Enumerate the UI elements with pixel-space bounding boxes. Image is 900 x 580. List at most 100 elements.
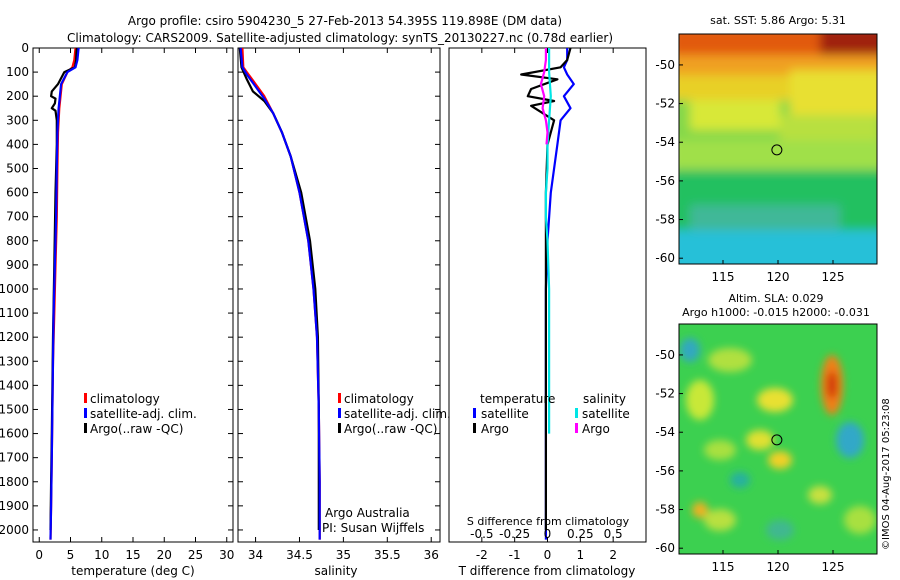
x-tick-label: 2 [609, 548, 617, 562]
temperature-x-ticks: 0 5 10 15 20 25 30 [35, 48, 234, 562]
map-x-tick-label: 120 [767, 560, 790, 574]
difference-series [520, 47, 575, 540]
x-tick-label: 5 [67, 548, 75, 562]
salinity-x-ticks: 34 34.5 35 35.5 36 [248, 48, 439, 562]
x-tick-label: -2 [476, 548, 488, 562]
difference-panel: -2 -1 0 1 2 S difference from climatology -0… [448, 47, 647, 578]
y-tick-label: 500 [6, 161, 29, 175]
legend-label-argo: Argo(..raw -QC) [344, 422, 437, 436]
map-y-tick-label: -52 [655, 97, 675, 111]
header-line1: Argo profile: csiro 5904230_5 27-Feb-201… [128, 14, 562, 28]
map-y-tick-label: -54 [655, 135, 675, 149]
imos-credit: ©IMOS 04-Aug-2017 05:23:08 [881, 398, 892, 550]
y-tick-label: 1700 [0, 451, 29, 465]
top-x-tick-label: 0 [544, 527, 552, 541]
y-tick-label: 600 [6, 186, 29, 200]
sst-argo-position-marker [771, 144, 783, 156]
legend-title-salinity: salinity [583, 392, 626, 406]
legend-label-climatology: climatology [344, 392, 414, 406]
series-line-salinity-satellite [544, 48, 552, 434]
top-x-tick-label: 0.25 [567, 527, 594, 541]
difference-top-x-ticks: -0.5 -0.25 0 0.25 0.5 [470, 527, 623, 541]
y-tick-label: 0 [21, 41, 29, 55]
x-tick-label: 34.5 [286, 548, 313, 562]
map-x-tick-label: 125 [822, 270, 845, 284]
x-tick-label: 0 [35, 548, 43, 562]
legend-swatch-sal-satellite [575, 408, 578, 418]
salinity-axes-frame [237, 47, 441, 543]
map-y-tick-label: -50 [655, 58, 675, 72]
map-x-tick-label: 125 [822, 560, 845, 574]
y-tick-label: 1800 [0, 475, 29, 489]
y-tick-label: 800 [6, 234, 29, 248]
salinity-series [238, 47, 321, 540]
y-tick-label: 200 [6, 89, 29, 103]
sla-map-subtitle: Argo h1000: -0.015 h2000: -0.031 [682, 306, 870, 319]
sst-map-ticks: 115 120 125 -50 -52 -54 -56 -58 -60 [655, 58, 844, 284]
series-line-satellite-adj-clim- [49, 47, 80, 540]
x-tick-label: -1 [509, 548, 521, 562]
map-y-tick-label: -54 [655, 425, 675, 439]
salinity-x-label: salinity [314, 564, 357, 578]
map-y-tick-label: -56 [655, 464, 675, 478]
legend-swatch-satellite [84, 408, 87, 418]
difference-x-ticks: -2 -1 0 1 2 [476, 48, 617, 562]
y-tick-label: 1900 [0, 499, 29, 513]
y-tick-label: 100 [6, 65, 29, 79]
x-tick-label: 25 [188, 548, 203, 562]
legend-title-temperature: temperature [480, 392, 555, 406]
y-tick-label: 300 [6, 113, 29, 127]
series-line-argo-raw-qc- [238, 47, 320, 530]
y-tick-label: 1200 [0, 330, 29, 344]
map-y-tick-label: -52 [655, 387, 675, 401]
legend-swatch-temp-satellite [473, 408, 476, 418]
map-x-tick-label: 115 [712, 560, 735, 574]
legend-label-sal-satellite: satellite [582, 407, 630, 421]
legend-label-temp-argo: Argo [481, 422, 509, 436]
legend-swatch-temp-argo [473, 423, 476, 433]
salinity-legend: climatology satellite-adj. clim. Argo(..… [338, 392, 451, 436]
legend-swatch-climatology [84, 393, 87, 403]
sst-heatmap [679, 34, 877, 264]
y-tick-label: 1300 [0, 354, 29, 368]
x-tick-label: 35.5 [374, 548, 401, 562]
sla-map-title: Altim. SLA: 0.029 [728, 292, 823, 305]
sst-map-panel: sat. SST: 5.86 Argo: 5.31 115 120 125 -50 -5… [655, 14, 878, 284]
temperature-legend: climatology satellite-adj. clim. Argo(..… [84, 392, 197, 436]
series-line-temperature-argo [520, 47, 572, 530]
legend-swatch-climatology [338, 393, 341, 403]
legend-label-sal-argo: Argo [582, 422, 610, 436]
map-x-tick-label: 120 [767, 270, 790, 284]
legend-swatch-argo [338, 423, 341, 433]
series-line-salinity-argo [539, 48, 549, 145]
sla-map-ticks: 115 120 125 -50 -52 -54 -56 -58 -60 [655, 348, 844, 574]
x-tick-label: 35 [336, 548, 351, 562]
salinity-annotation-program: Argo Australia [325, 506, 410, 520]
legend-swatch-satellite [338, 408, 341, 418]
top-x-tick-label: -0.5 [470, 527, 493, 541]
difference-legend: temperature satellite Argo salinity sate… [473, 392, 630, 436]
y-tick-label: 400 [6, 137, 29, 151]
temperature-x-label: temperature (deg C) [71, 564, 194, 578]
x-tick-label: 36 [424, 548, 439, 562]
y-tick-label: 1100 [0, 306, 29, 320]
legend-label-satellite: satellite-adj. clim. [90, 407, 197, 421]
legend-label-climatology: climatology [90, 392, 160, 406]
x-tick-label: 0 [544, 548, 552, 562]
x-tick-label: 10 [94, 548, 109, 562]
salinity-annotation-pi: PI: Susan Wijffels [322, 521, 424, 535]
map-y-tick-label: -60 [655, 541, 675, 555]
temperature-series [49, 47, 80, 540]
y-tick-label: 2000 [0, 523, 29, 537]
legend-swatch-argo [84, 423, 87, 433]
sla-heatmap [679, 324, 877, 554]
y-tick-label: 700 [6, 210, 29, 224]
top-x-tick-label: -0.25 [499, 527, 530, 541]
y-tick-label: 1000 [0, 282, 29, 296]
map-y-tick-label: -56 [655, 174, 675, 188]
difference-x-label: T difference from climatology [458, 564, 636, 578]
y-tick-label: 900 [6, 258, 29, 272]
temperature-axes-frame [32, 47, 234, 543]
map-x-tick-label: 115 [712, 270, 735, 284]
